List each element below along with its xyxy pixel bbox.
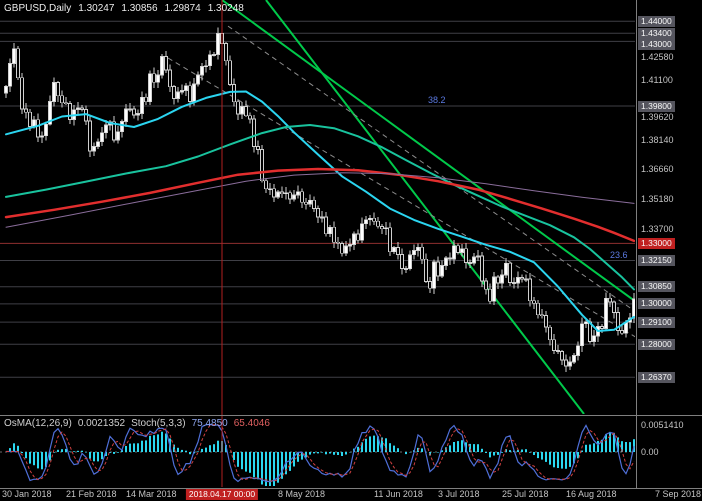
time-axis-label: 30 Jan 2018 bbox=[2, 489, 52, 499]
osma-label: OsMA(12,26,9) bbox=[4, 418, 72, 429]
candles-layer bbox=[4, 27, 635, 372]
stoch-main-line bbox=[6, 423, 635, 483]
time-axis[interactable]: 30 Jan 2018 21 Feb 2018 14 Mar 2018 2018.04… bbox=[0, 489, 702, 501]
time-axis-label: 25 Jul 2018 bbox=[502, 489, 549, 499]
pane-borders bbox=[0, 0, 702, 489]
price-level-label: 1.29100 bbox=[638, 316, 675, 328]
time-axis-label: 8 May 2018 bbox=[278, 489, 326, 499]
price-level-label: 1.43000 bbox=[638, 38, 675, 50]
open-value: 1.30247 bbox=[78, 3, 115, 14]
price-level-label: 1.39800 bbox=[638, 100, 675, 112]
price-level-label: 1.30850 bbox=[638, 281, 675, 293]
time-axis-label: 21 Feb 2018 bbox=[66, 489, 117, 499]
ma-slow-red bbox=[4, 167, 635, 243]
price-axis[interactable]: 1.42580 1.41100 1.39620 1.38140 1.36660 1.351… bbox=[638, 0, 702, 488]
ma-long-purple bbox=[5, 172, 635, 228]
price-axis-label: 1.42580 bbox=[641, 51, 674, 62]
stoch-main-value: 75.4850 bbox=[191, 418, 228, 429]
time-axis-label: 11 Jun 2018 bbox=[374, 489, 423, 499]
main-pane bbox=[0, 0, 635, 414]
ma-medium-teal bbox=[5, 124, 635, 291]
price-axis-label: 1.41100 bbox=[641, 74, 673, 85]
time-axis-label: 16 Aug 2018 bbox=[566, 489, 617, 499]
price-axis-label: 1.38140 bbox=[641, 134, 674, 145]
time-axis-label: 14 Mar 2018 bbox=[126, 489, 177, 499]
price-level-label: 1.43400 bbox=[638, 27, 675, 39]
price-axis-label: 1.33700 bbox=[641, 224, 674, 235]
close-value: 1.30248 bbox=[207, 3, 244, 14]
symbol-label: GBPUSD,Daily bbox=[4, 3, 72, 14]
indicator-readout: OsMA(12,26,9) 0.0021352 Stoch(5,3,3) 75.485… bbox=[4, 418, 276, 429]
time-axis-label: 3 Jul 2018 bbox=[438, 489, 480, 499]
high-value: 1.30856 bbox=[121, 3, 158, 14]
price-axis-label: 1.36660 bbox=[641, 164, 674, 175]
low-value: 1.29874 bbox=[164, 3, 201, 14]
indicator-pane bbox=[0, 423, 635, 486]
indicator-axis-label: 0.00 bbox=[641, 447, 659, 457]
stoch-signal-value: 65.4046 bbox=[233, 418, 270, 429]
price-level-label: 1.26370 bbox=[638, 371, 675, 383]
selected-date-label: 2018.04.17 00:00 bbox=[185, 489, 259, 500]
stoch-signal-line bbox=[6, 424, 635, 482]
price-level-label: 1.32150 bbox=[638, 255, 675, 267]
symbol-ohlc-readout: GBPUSD,Daily 1.30247 1.30856 1.29874 1.30248 bbox=[4, 3, 251, 14]
price-level-label: 1.28000 bbox=[638, 338, 675, 350]
price-level-label: 1.44000 bbox=[638, 15, 675, 27]
osma-value: 0.0021352 bbox=[77, 418, 126, 429]
price-axis-label: 1.39620 bbox=[641, 111, 674, 122]
ma-fast-cyan bbox=[5, 90, 635, 332]
stoch-label: Stoch(5,3,3) bbox=[131, 418, 186, 429]
time-axis-label: 7 Sep 2018 bbox=[654, 489, 701, 499]
indicator-axis-label: 0.0051410 bbox=[641, 420, 684, 430]
price-level-label: 1.30000 bbox=[638, 298, 675, 310]
price-axis-label: 1.35180 bbox=[641, 194, 674, 205]
price-level-label: 1.33000 bbox=[638, 237, 675, 249]
